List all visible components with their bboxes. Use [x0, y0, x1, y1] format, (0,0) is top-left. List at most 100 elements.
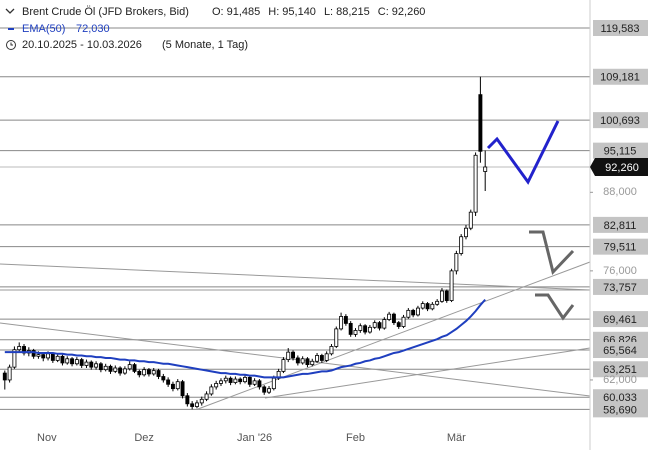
candle-body — [411, 309, 416, 316]
candle-body — [387, 313, 392, 320]
level-box — [593, 68, 648, 85]
candle-body — [430, 303, 435, 310]
candle-body — [214, 383, 219, 388]
candle-body — [415, 307, 420, 316]
level-label: 73,757 — [603, 282, 637, 294]
candle-body — [454, 253, 459, 272]
ohlc-value: 95,140 — [282, 6, 316, 18]
collapse-icon[interactable] — [5, 8, 15, 14]
candle-body — [372, 322, 377, 328]
candle-body — [161, 376, 166, 381]
candle-body — [271, 377, 276, 390]
candle-body — [2, 372, 7, 381]
candle-body — [286, 351, 291, 361]
level-label: 69,461 — [603, 314, 637, 326]
candle-body — [79, 359, 84, 366]
candle-body — [300, 358, 305, 364]
candle-body — [473, 154, 478, 213]
candle-body — [310, 360, 315, 366]
candle-body — [238, 378, 243, 383]
ohlc-name: O: — [212, 6, 224, 18]
candle-body — [435, 300, 440, 305]
trendline — [197, 261, 591, 410]
candle-body — [170, 383, 175, 390]
ohlc-name: C: — [378, 6, 389, 18]
level-label: 58,690 — [603, 404, 637, 416]
candle-body — [7, 366, 12, 381]
forecast-arrow — [535, 293, 575, 321]
header: Brent Crude Öl (JFD Brokers, Bid) EMA(50… — [5, 6, 248, 51]
trendline — [0, 263, 591, 291]
candle-body — [94, 363, 99, 368]
candle-body — [127, 364, 132, 370]
candle-body — [118, 367, 123, 374]
candle-body — [367, 326, 372, 333]
candle-body — [60, 355, 65, 364]
candle-body — [267, 388, 271, 393]
ohlc-name: H: — [268, 6, 279, 18]
candle-body — [219, 380, 223, 384]
candle-body — [204, 393, 209, 400]
candle-body — [353, 330, 358, 335]
candle-body — [319, 355, 324, 361]
candles — [2, 76, 488, 410]
candle-body — [449, 270, 454, 301]
forecast-arrow — [529, 230, 575, 276]
candle-body — [339, 316, 344, 330]
candle-body — [295, 357, 300, 364]
candle-body — [348, 323, 353, 335]
level-box — [593, 216, 648, 233]
candle-body — [252, 380, 257, 385]
level-label: 60,033 — [603, 392, 637, 404]
candle-body — [41, 354, 46, 359]
trendline — [264, 347, 591, 399]
candle-body — [262, 386, 267, 393]
clock-hand — [10, 42, 13, 46]
date-range: 20.10.2025 - 10.03.2026 — [22, 39, 142, 51]
x-tick-label: Jan '26 — [237, 432, 272, 444]
candle-body — [425, 303, 430, 310]
x-tick-label: Feb — [346, 432, 365, 444]
level-box — [593, 20, 648, 37]
clock-icon — [6, 40, 16, 50]
candle-body — [46, 353, 51, 359]
candle-body — [406, 309, 411, 318]
candle-body — [132, 364, 137, 372]
level-label: 109,181 — [600, 72, 640, 84]
candle-body — [194, 402, 199, 407]
level-label: 63,251 — [603, 364, 637, 376]
candle-body — [483, 166, 488, 172]
trendline — [0, 322, 591, 397]
candle-body — [243, 376, 247, 383]
candle-body — [89, 361, 94, 368]
candle-body — [439, 290, 444, 302]
candle-body — [377, 322, 382, 329]
candle-body — [142, 369, 147, 376]
candle-body — [74, 359, 79, 365]
candle-body — [464, 227, 468, 238]
candle-body — [190, 403, 195, 407]
level-label: 65,564 — [603, 345, 637, 357]
candle-body — [185, 395, 190, 405]
ohlc-name: L: — [324, 6, 333, 18]
candle-body — [305, 358, 310, 366]
candle-body — [55, 355, 60, 361]
y-tick-label: 76,000 — [603, 265, 637, 277]
ema-value: 72,030 — [76, 23, 110, 35]
candle-body — [151, 370, 156, 375]
candle-body — [396, 322, 401, 327]
level-box — [593, 401, 648, 418]
price-axis: 119,583 109,181 100,693 95,115 82,811 79,511 7… — [589, 0, 648, 450]
candle-body — [228, 377, 233, 383]
candle-body — [209, 386, 214, 395]
candle-body — [478, 94, 483, 152]
candle-body — [391, 313, 396, 324]
level-box — [593, 311, 648, 328]
forecast-arrow — [486, 120, 560, 185]
candle-body — [363, 325, 368, 333]
ema-line — [4, 298, 486, 379]
level-box — [593, 342, 648, 359]
level-label: 119,583 — [601, 23, 640, 35]
instrument-title: Brent Crude Öl (JFD Brokers, Bid) — [22, 6, 189, 18]
